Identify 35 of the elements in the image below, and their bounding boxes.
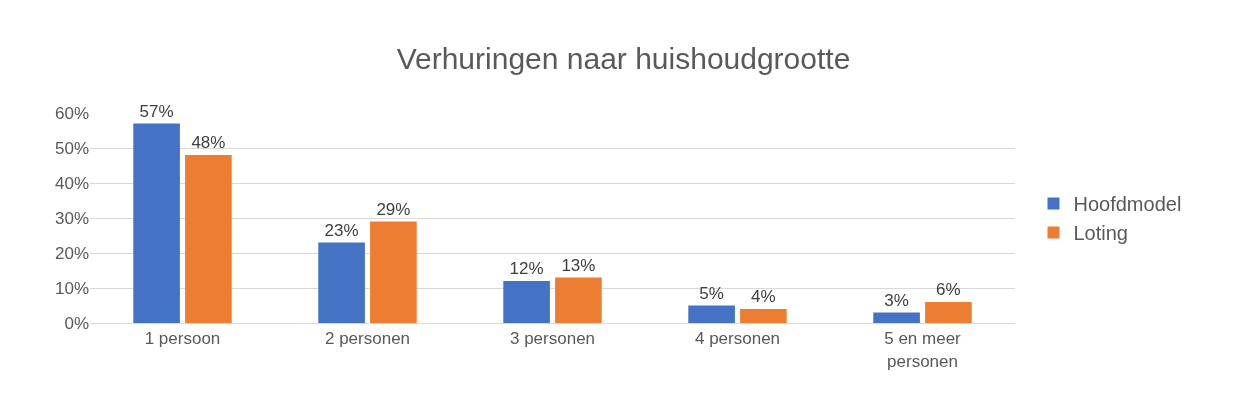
bar bbox=[318, 242, 365, 323]
y-tick-label: 10% bbox=[54, 278, 89, 298]
bar bbox=[873, 312, 920, 323]
y-tick-label: 60% bbox=[54, 103, 89, 123]
data-label: 4% bbox=[751, 287, 776, 306]
bar bbox=[185, 155, 232, 323]
bar bbox=[133, 123, 180, 323]
y-tick-label: 40% bbox=[54, 173, 89, 193]
bar bbox=[370, 221, 417, 323]
data-label: 6% bbox=[936, 280, 961, 299]
x-tick-label: 2 personen bbox=[324, 329, 411, 349]
data-label: 29% bbox=[376, 199, 411, 219]
y-tick-label: 30% bbox=[54, 208, 89, 228]
bar bbox=[740, 309, 787, 323]
data-label: 23% bbox=[324, 220, 359, 240]
data-label: 13% bbox=[561, 255, 596, 275]
bar bbox=[503, 281, 550, 323]
data-label: 12% bbox=[509, 259, 544, 278]
x-tick-label: 3 personen bbox=[509, 329, 596, 349]
data-label: 5% bbox=[699, 283, 724, 303]
y-tick-label: 0% bbox=[64, 313, 89, 333]
data-label: 3% bbox=[884, 290, 909, 310]
legend-label: Loting bbox=[1073, 222, 1128, 245]
y-tick-label: 50% bbox=[54, 138, 89, 158]
bar bbox=[925, 302, 972, 323]
chart-title: Verhuringen naar huishoudgrootte bbox=[396, 42, 851, 76]
y-tick-label: 20% bbox=[54, 243, 89, 263]
x-tick-label: 4 personen bbox=[694, 329, 781, 349]
bar bbox=[555, 277, 602, 323]
bar bbox=[688, 305, 735, 323]
data-label: 57% bbox=[139, 101, 174, 121]
x-tick-label: 5 en meer personen bbox=[884, 329, 962, 371]
x-tick-label: 1 persoon bbox=[144, 329, 221, 349]
legend-label: Hoofdmodel bbox=[1073, 193, 1182, 216]
data-label: 48% bbox=[191, 133, 226, 152]
